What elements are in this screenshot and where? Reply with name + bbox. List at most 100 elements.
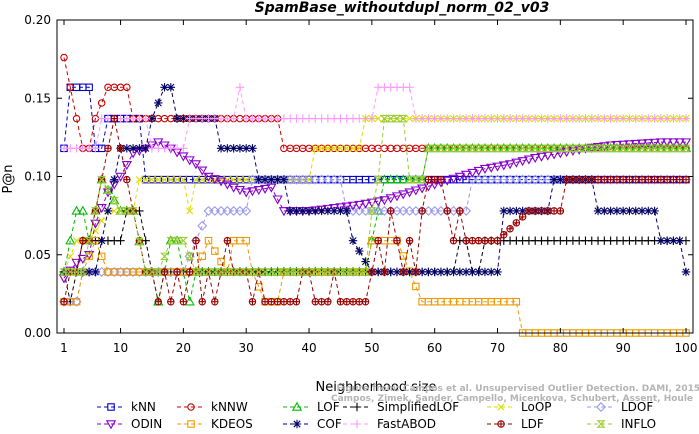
- marker-hourglass: [273, 268, 283, 276]
- marker-circle: [66, 83, 75, 92]
- marker-hourglass: [90, 207, 100, 215]
- marker-circle-plus-cross: [79, 237, 87, 244]
- marker-hourglass: [72, 268, 82, 276]
- marker-circle-plus-cross: [645, 176, 652, 183]
- marker-circle-plus-cross: [155, 298, 162, 305]
- marker-plus: [235, 83, 245, 92]
- marker-star: [468, 267, 477, 277]
- marker-hourglass: [235, 268, 245, 276]
- marker-plus: [681, 114, 691, 123]
- marker-hourglass: [128, 207, 138, 215]
- marker-star: [166, 83, 176, 92]
- marker-circle-plus-cross: [538, 207, 545, 215]
- marker-triangle-down: [649, 138, 660, 148]
- marker-circle-plus-cross: [682, 176, 690, 183]
- marker-circle-plus-cross: [387, 207, 394, 215]
- marker-star: [298, 206, 307, 216]
- marker-hourglass: [285, 268, 295, 276]
- marker-square: [85, 252, 93, 261]
- marker-star: [103, 206, 113, 216]
- marker-triangle-down: [90, 219, 101, 229]
- marker-star: [216, 144, 226, 153]
- marker-hourglass: [78, 268, 88, 276]
- marker-hourglass: [587, 144, 597, 153]
- marker-circle-plus-cross: [400, 268, 407, 276]
- marker-circle-plus-cross: [632, 176, 639, 183]
- marker-circle-plus-cross: [663, 176, 671, 183]
- marker-hourglass: [159, 252, 170, 261]
- marker-x: [135, 176, 143, 184]
- marker-hourglass: [65, 268, 75, 276]
- marker-hourglass: [398, 114, 408, 123]
- marker-star: [110, 175, 119, 184]
- marker-circle-plus-cross: [469, 237, 476, 244]
- marker-star: [348, 236, 358, 245]
- marker-hourglass: [254, 268, 264, 276]
- y-axis-label: P@n: [1, 164, 16, 193]
- marker-star: [644, 206, 653, 216]
- legend-item-simplifiedlof: SimplifiedLOF: [343, 400, 459, 414]
- marker-square: [97, 252, 106, 261]
- marker-triangle-down: [228, 183, 239, 193]
- marker-triangle-down: [473, 166, 484, 176]
- x-tick-label: 80: [553, 341, 568, 355]
- marker-circle-plus-cross: [268, 298, 275, 305]
- marker-x: [173, 176, 181, 184]
- marker-circle-plus-cross: [550, 207, 558, 215]
- marker-x: [66, 252, 74, 260]
- marker-x: [374, 115, 382, 123]
- marker-hourglass: [405, 175, 415, 184]
- marker-triangle-down: [668, 138, 679, 148]
- marker-star: [172, 114, 182, 123]
- marker-triangle-down: [542, 151, 553, 161]
- marker-star: [618, 206, 628, 216]
- marker-hourglass: [549, 144, 559, 153]
- marker-triangle-down: [530, 153, 541, 164]
- marker-hourglass: [643, 144, 653, 153]
- marker-triangle-down: [498, 161, 509, 171]
- marker-square: [242, 236, 250, 245]
- marker-plus: [352, 419, 362, 429]
- marker-hourglass: [480, 144, 490, 153]
- marker-circle-plus-cross: [475, 237, 482, 244]
- marker-circle-plus-cross: [280, 298, 288, 305]
- marker-hourglass: [386, 114, 396, 123]
- marker-x: [110, 207, 118, 215]
- marker-triangle-down: [674, 138, 685, 148]
- marker-triangle-down: [209, 175, 220, 185]
- marker-x: [355, 144, 363, 152]
- marker-triangle-down: [253, 186, 264, 196]
- marker-square: [204, 236, 213, 245]
- legend-item-kdeos: KDEOS: [177, 417, 253, 431]
- marker-star: [179, 114, 188, 123]
- marker-star: [279, 175, 289, 184]
- marker-hourglass: [266, 268, 276, 276]
- marker-hourglass: [536, 144, 547, 153]
- x-tick-label: 10: [113, 341, 128, 355]
- marker-hourglass: [656, 144, 666, 153]
- marker-hourglass: [84, 236, 94, 245]
- marker-star: [135, 144, 144, 153]
- marker-star: [323, 206, 333, 216]
- marker-star: [612, 206, 622, 216]
- marker-diamond: [184, 251, 195, 262]
- marker-star: [235, 144, 245, 153]
- axis-layer: 0.00 0.05 0.10 0.15 0.20 1 10 20 30 40 50 60 70 80 90 1…: [24, 13, 697, 355]
- marker-star: [637, 206, 647, 216]
- marker-star: [631, 206, 640, 216]
- marker-star: [424, 267, 433, 277]
- marker-hourglass: [612, 144, 622, 153]
- legend-label: ODIN: [131, 417, 162, 431]
- marker-circle-plus-cross: [481, 237, 489, 244]
- legend-label: FastABOD: [377, 417, 436, 431]
- legend-item-ldof: LDOF: [587, 400, 653, 414]
- marker-circle-plus-cross: [569, 176, 577, 183]
- marker-circle-plus-cross: [192, 237, 200, 244]
- marker-plus: [91, 144, 100, 153]
- marker-hourglass: [492, 144, 503, 153]
- marker-triangle-down: [105, 420, 117, 430]
- marker-triangle-down: [347, 201, 359, 211]
- marker-hourglass: [354, 268, 364, 276]
- legend-label: LoOP: [521, 400, 552, 414]
